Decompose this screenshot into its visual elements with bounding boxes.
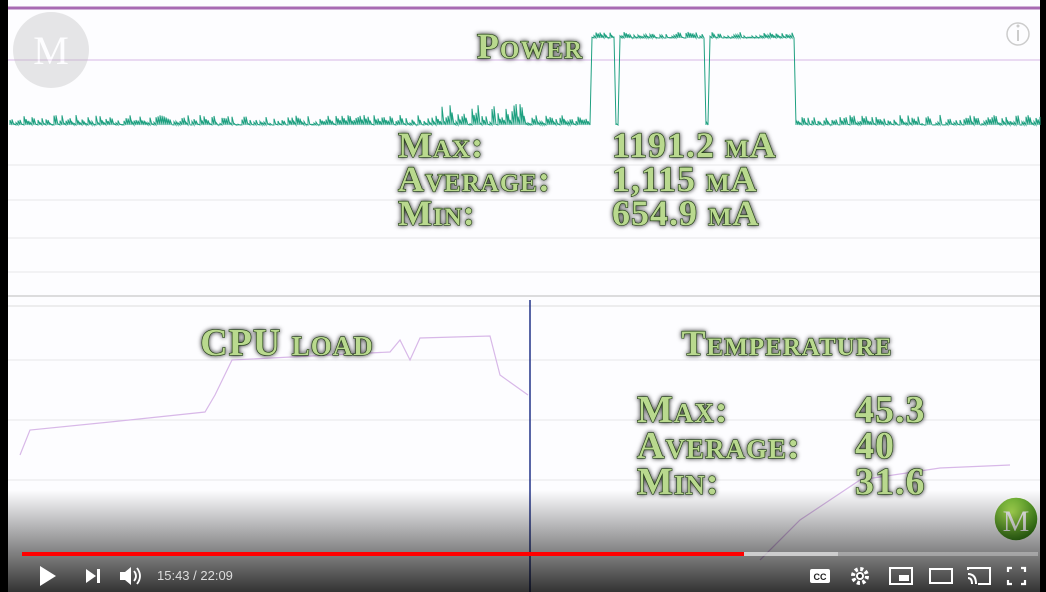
logo-top: M [13, 12, 89, 88]
power-title: Power [477, 26, 583, 66]
time-display: 15:43 / 22:09 [157, 568, 233, 583]
temperature-title: Temperature [682, 323, 893, 363]
logo-letter: M [33, 28, 69, 73]
stat-value: 654.9 mA [612, 193, 760, 233]
played-bar [22, 552, 744, 556]
captions-button[interactable]: CC [810, 569, 830, 583]
video-player: M Power Max:1191.2 mAAverage:1,115 mAMin… [0, 0, 1046, 592]
cpu-title: CPU load [200, 322, 374, 364]
stat-label: Min: [398, 193, 476, 233]
captions-label: CC [814, 572, 827, 582]
